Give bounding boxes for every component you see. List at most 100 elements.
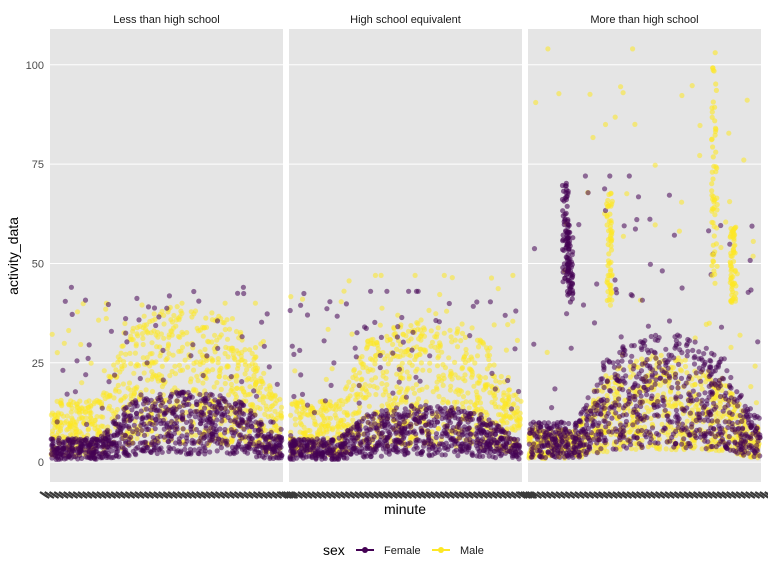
point-male [448, 372, 454, 378]
point-female [419, 428, 425, 434]
point-female [197, 416, 203, 422]
point-male [69, 415, 75, 421]
point-male [261, 370, 267, 376]
point-male [103, 315, 109, 322]
point-male [677, 367, 684, 373]
point-male [338, 418, 344, 424]
point-female [481, 429, 487, 435]
point-female [413, 437, 419, 443]
point-male [517, 410, 523, 416]
point-male [440, 382, 446, 388]
point-male [235, 366, 241, 372]
point-female [368, 446, 374, 452]
point-female [502, 312, 508, 318]
point-male [234, 385, 240, 391]
point-female [133, 399, 139, 405]
point-male [85, 426, 92, 432]
point-male [170, 325, 177, 331]
point-female [722, 419, 728, 425]
point-female [418, 415, 424, 421]
point-male [109, 407, 115, 414]
point-male [216, 313, 222, 319]
point-male [107, 403, 113, 409]
point-male [166, 351, 172, 357]
point-female [450, 437, 456, 443]
point-male [184, 341, 190, 347]
point-female [647, 261, 654, 267]
point-male [679, 199, 685, 205]
point-female [239, 334, 245, 340]
point-male [247, 347, 253, 353]
point-male [134, 361, 140, 367]
point-male [338, 424, 344, 430]
point-male [301, 424, 307, 430]
point-male [338, 299, 344, 305]
point-male [322, 405, 328, 411]
point-female [729, 420, 735, 426]
point-male [414, 400, 420, 406]
point-male [78, 341, 84, 348]
point-female [436, 319, 442, 325]
point-male [139, 302, 145, 308]
point-male [365, 338, 371, 344]
point-male [418, 317, 424, 323]
point-female [427, 353, 433, 359]
point-female [671, 232, 678, 238]
point-male [633, 446, 639, 452]
point-male [202, 346, 208, 352]
point-female [423, 402, 429, 408]
point-female [204, 440, 210, 446]
point-male [390, 341, 396, 347]
point-male [210, 357, 216, 363]
point-female [173, 420, 179, 426]
point-female [188, 418, 194, 424]
point-female [115, 414, 121, 420]
point-male [750, 253, 756, 259]
point-male [465, 390, 471, 396]
point-male [73, 401, 79, 407]
point-male [652, 162, 658, 168]
point-female [288, 448, 294, 454]
point-male [133, 386, 139, 392]
point-male [111, 395, 117, 401]
point-male [333, 415, 339, 421]
point-female [327, 299, 333, 305]
point-male [209, 317, 215, 323]
point-male [200, 380, 206, 386]
point-male [149, 340, 155, 346]
point-male [618, 84, 624, 90]
point-male [320, 431, 326, 437]
point-male [169, 332, 175, 338]
point-female [244, 450, 251, 456]
point-male [384, 369, 390, 375]
point-female [462, 412, 468, 418]
point-male [64, 427, 70, 433]
point-female [197, 392, 203, 398]
point-male [460, 394, 467, 400]
point-female [315, 451, 321, 457]
point-female [191, 288, 197, 295]
point-male [226, 326, 233, 332]
point-male [499, 418, 506, 424]
point-male [505, 322, 511, 328]
point-male [717, 398, 723, 404]
point-female [77, 448, 83, 454]
point-male [140, 355, 146, 361]
point-male [50, 428, 56, 434]
point-female [178, 448, 184, 454]
point-male [328, 403, 334, 409]
point-female [649, 425, 656, 431]
facet-panels: Less than high school High school equival… [48, 14, 763, 482]
point-male [375, 346, 381, 352]
point-female [628, 292, 634, 298]
point-female [508, 406, 515, 412]
point-female [256, 427, 262, 433]
point-female [354, 330, 360, 336]
point-male [503, 347, 509, 353]
point-male [312, 421, 318, 427]
point-female [297, 347, 303, 353]
point-female [505, 377, 511, 384]
point-female [241, 411, 247, 417]
point-female [301, 290, 307, 297]
point-female [504, 439, 510, 445]
